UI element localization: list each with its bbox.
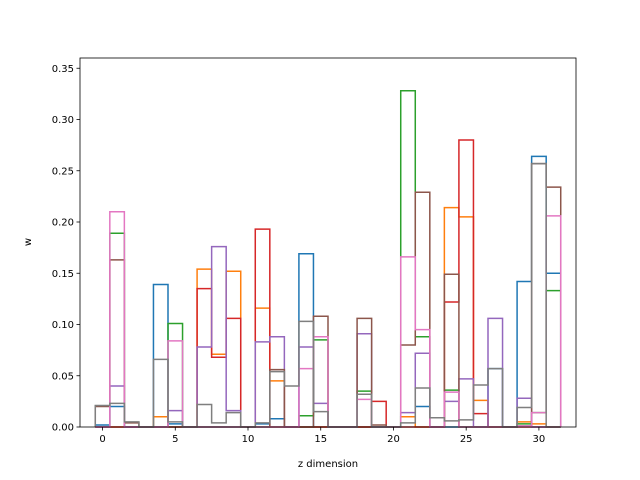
y-tick-label: 0.10 [52, 320, 74, 331]
x-tick-label: 25 [460, 434, 473, 445]
series-layer [94, 90, 562, 428]
y-tick-label: 0.15 [52, 269, 74, 280]
y-axis-label: w [23, 238, 34, 246]
x-tick-label: 5 [172, 434, 178, 445]
x-tick-label: 0 [99, 434, 105, 445]
y-tick-label: 0.25 [52, 166, 74, 177]
y-tick-label: 0.20 [52, 218, 74, 229]
y-tick-label: 0.00 [52, 423, 74, 434]
x-tick-label: 20 [387, 434, 400, 445]
y-tick-label: 0.05 [52, 371, 74, 382]
axes-layer: 0 5 10 15 20 25 30 0.00 0.05 0.10 0.15 0.20 0.25 0.30… [52, 57, 577, 445]
y-tick-label: 0.30 [52, 115, 74, 126]
plot-frame [79, 57, 577, 428]
x-tick-label: 15 [314, 434, 327, 445]
y-tick-label: 0.35 [52, 64, 74, 75]
x-axis-label: z dimension [298, 459, 358, 470]
x-tick-label: 30 [533, 434, 546, 445]
x-tick-label: 10 [242, 434, 255, 445]
series-8-step [94, 162, 561, 428]
